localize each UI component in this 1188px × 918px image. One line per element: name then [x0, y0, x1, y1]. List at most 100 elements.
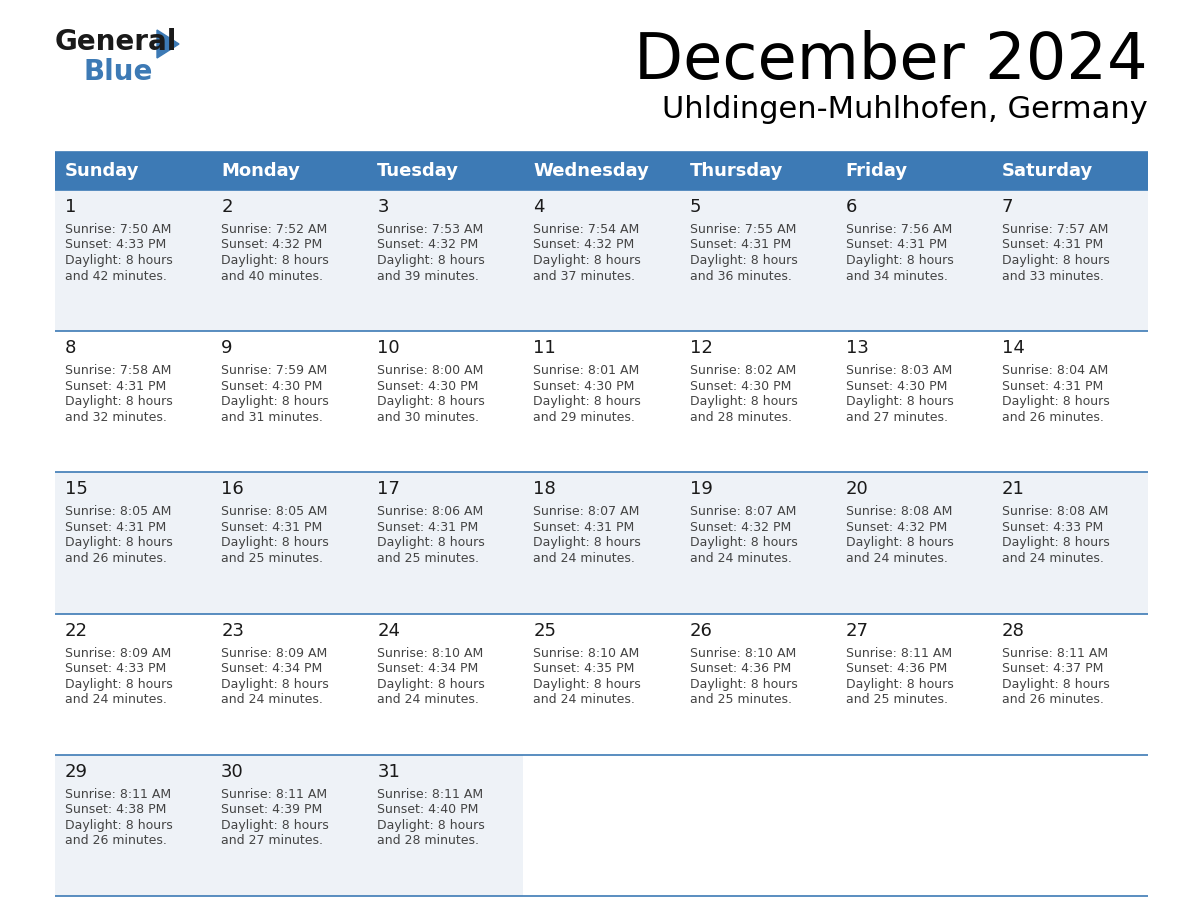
Text: Daylight: 8 hours: Daylight: 8 hours [65, 677, 172, 690]
Text: 13: 13 [846, 339, 868, 357]
Text: Daylight: 8 hours: Daylight: 8 hours [689, 677, 797, 690]
Text: Daylight: 8 hours: Daylight: 8 hours [689, 396, 797, 409]
Text: 23: 23 [221, 621, 245, 640]
Text: Sunset: 4:33 PM: Sunset: 4:33 PM [1001, 521, 1104, 534]
Text: 10: 10 [378, 339, 400, 357]
Text: Uhldingen-Muhlhofen, Germany: Uhldingen-Muhlhofen, Germany [662, 95, 1148, 124]
Text: 21: 21 [1001, 480, 1025, 498]
Bar [992, 755, 1148, 896]
Text: and 37 minutes.: and 37 minutes. [533, 270, 636, 283]
Text: 31: 31 [378, 763, 400, 781]
Text: and 27 minutes.: and 27 minutes. [221, 834, 323, 847]
Text: and 24 minutes.: and 24 minutes. [378, 693, 479, 706]
Text: Sunrise: 8:10 AM: Sunrise: 8:10 AM [378, 646, 484, 660]
Text: Sunrise: 8:02 AM: Sunrise: 8:02 AM [689, 364, 796, 377]
Text: 11: 11 [533, 339, 556, 357]
Text: Sunrise: 7:54 AM: Sunrise: 7:54 AM [533, 223, 639, 236]
Bar [211, 152, 367, 190]
Text: Daylight: 8 hours: Daylight: 8 hours [378, 254, 485, 267]
Text: Thursday: Thursday [689, 162, 783, 180]
Text: and 31 minutes.: and 31 minutes. [221, 410, 323, 424]
Text: Sunset: 4:35 PM: Sunset: 4:35 PM [533, 662, 634, 675]
Text: and 39 minutes.: and 39 minutes. [378, 270, 479, 283]
Text: Sunset: 4:33 PM: Sunset: 4:33 PM [65, 662, 166, 675]
Text: 7: 7 [1001, 198, 1013, 216]
Text: 24: 24 [378, 621, 400, 640]
Text: and 26 minutes.: and 26 minutes. [1001, 410, 1104, 424]
Bar [55, 613, 211, 755]
Text: Sunset: 4:32 PM: Sunset: 4:32 PM [221, 239, 322, 252]
Text: 1: 1 [65, 198, 76, 216]
Text: Sunrise: 8:11 AM: Sunrise: 8:11 AM [1001, 646, 1108, 660]
Text: Sunrise: 7:53 AM: Sunrise: 7:53 AM [378, 223, 484, 236]
Text: 20: 20 [846, 480, 868, 498]
Bar [680, 755, 835, 896]
Text: Daylight: 8 hours: Daylight: 8 hours [533, 254, 642, 267]
Text: and 25 minutes.: and 25 minutes. [221, 552, 323, 565]
Text: Daylight: 8 hours: Daylight: 8 hours [689, 536, 797, 549]
Bar [835, 190, 992, 331]
Bar [680, 190, 835, 331]
Text: Daylight: 8 hours: Daylight: 8 hours [378, 677, 485, 690]
Text: and 24 minutes.: and 24 minutes. [533, 552, 636, 565]
Text: Sunrise: 8:05 AM: Sunrise: 8:05 AM [221, 506, 328, 519]
Text: 15: 15 [65, 480, 88, 498]
Text: Daylight: 8 hours: Daylight: 8 hours [846, 396, 954, 409]
Text: Sunset: 4:30 PM: Sunset: 4:30 PM [221, 380, 322, 393]
Text: 22: 22 [65, 621, 88, 640]
Text: Sunrise: 8:01 AM: Sunrise: 8:01 AM [533, 364, 639, 377]
Text: Sunrise: 8:09 AM: Sunrise: 8:09 AM [65, 646, 171, 660]
Bar [835, 331, 992, 473]
Text: Sunset: 4:37 PM: Sunset: 4:37 PM [1001, 662, 1104, 675]
Text: Sunrise: 8:07 AM: Sunrise: 8:07 AM [689, 506, 796, 519]
Bar [55, 190, 211, 331]
Text: Sunset: 4:30 PM: Sunset: 4:30 PM [689, 380, 791, 393]
Text: Daylight: 8 hours: Daylight: 8 hours [65, 819, 172, 832]
Text: Sunset: 4:31 PM: Sunset: 4:31 PM [65, 380, 166, 393]
Bar [680, 473, 835, 613]
Text: Daylight: 8 hours: Daylight: 8 hours [221, 396, 329, 409]
Text: Sunset: 4:31 PM: Sunset: 4:31 PM [65, 521, 166, 534]
Text: and 26 minutes.: and 26 minutes. [1001, 693, 1104, 706]
Text: Sunset: 4:30 PM: Sunset: 4:30 PM [846, 380, 947, 393]
Text: and 36 minutes.: and 36 minutes. [689, 270, 791, 283]
Text: Sunset: 4:38 PM: Sunset: 4:38 PM [65, 803, 166, 816]
Bar [524, 190, 680, 331]
Text: and 25 minutes.: and 25 minutes. [689, 693, 791, 706]
Bar [367, 152, 524, 190]
Text: 18: 18 [533, 480, 556, 498]
Bar [992, 473, 1148, 613]
Text: Sunrise: 7:50 AM: Sunrise: 7:50 AM [65, 223, 171, 236]
Bar [367, 613, 524, 755]
Bar [524, 152, 680, 190]
Text: Daylight: 8 hours: Daylight: 8 hours [65, 254, 172, 267]
Bar [55, 152, 211, 190]
Text: Friday: Friday [846, 162, 908, 180]
Text: Sunrise: 8:04 AM: Sunrise: 8:04 AM [1001, 364, 1108, 377]
Text: Sunrise: 8:11 AM: Sunrise: 8:11 AM [65, 788, 171, 800]
Text: Daylight: 8 hours: Daylight: 8 hours [221, 536, 329, 549]
Text: Sunrise: 7:56 AM: Sunrise: 7:56 AM [846, 223, 952, 236]
Text: Sunset: 4:32 PM: Sunset: 4:32 PM [689, 521, 791, 534]
Text: Daylight: 8 hours: Daylight: 8 hours [221, 677, 329, 690]
Text: Sunrise: 7:55 AM: Sunrise: 7:55 AM [689, 223, 796, 236]
Text: 16: 16 [221, 480, 244, 498]
Text: 12: 12 [689, 339, 713, 357]
Text: Sunrise: 8:07 AM: Sunrise: 8:07 AM [533, 506, 640, 519]
Text: Sunset: 4:31 PM: Sunset: 4:31 PM [533, 521, 634, 534]
Text: Daylight: 8 hours: Daylight: 8 hours [1001, 536, 1110, 549]
Text: Daylight: 8 hours: Daylight: 8 hours [1001, 677, 1110, 690]
Text: Daylight: 8 hours: Daylight: 8 hours [533, 536, 642, 549]
Text: and 27 minutes.: and 27 minutes. [846, 410, 948, 424]
Bar [211, 190, 367, 331]
Text: 27: 27 [846, 621, 868, 640]
Bar [367, 190, 524, 331]
Text: 17: 17 [378, 480, 400, 498]
Text: Sunrise: 8:05 AM: Sunrise: 8:05 AM [65, 506, 171, 519]
Text: Sunset: 4:30 PM: Sunset: 4:30 PM [533, 380, 634, 393]
Text: Sunset: 4:34 PM: Sunset: 4:34 PM [221, 662, 322, 675]
Bar [524, 331, 680, 473]
Text: Sunrise: 8:11 AM: Sunrise: 8:11 AM [378, 788, 484, 800]
Text: Wednesday: Wednesday [533, 162, 650, 180]
Text: and 25 minutes.: and 25 minutes. [378, 552, 479, 565]
